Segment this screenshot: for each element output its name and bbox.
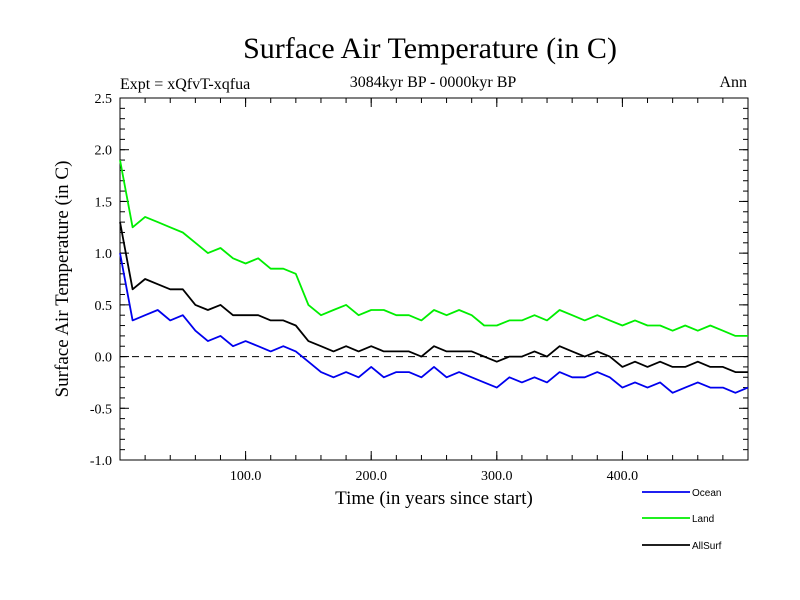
y-tick-label: 2.0 (95, 144, 113, 159)
chart-subtitle: 3084kyr BP - 0000kyr BP (350, 74, 517, 91)
axis-ticks: -1.0 -0.5 0.0 0.5 1.0 1.5 2.0 2.5 100.0 200.0 300.… (90, 92, 748, 484)
series-line-land (119, 159, 748, 337)
plot-frame (119, 97, 749, 461)
series-line-allsurf (119, 221, 748, 374)
legend-label-land: Land (692, 514, 714, 525)
experiment-label: Expt = xQfvT-xqfua (120, 76, 250, 93)
legend-label-allsurf: AllSurf (692, 541, 722, 552)
x-tick-label: 300.0 (481, 469, 513, 484)
series-layer (119, 159, 749, 394)
season-label: Ann (719, 74, 747, 91)
y-tick-label: 0.0 (95, 351, 113, 366)
legend: Ocean Land AllSurf (642, 488, 722, 552)
y-axis-label: Surface Air Temperature (in C) (52, 161, 73, 398)
y-tick-label: -0.5 (90, 402, 112, 417)
x-axis-label: Time (in years since start) (335, 488, 533, 509)
x-tick-label: 100.0 (230, 469, 262, 484)
x-tick-label: 200.0 (355, 469, 387, 484)
x-tick-label: 400.0 (607, 469, 639, 484)
legend-label-ocean: Ocean (692, 488, 721, 499)
y-tick-label: -1.0 (90, 454, 112, 469)
series-line-ocean (119, 252, 749, 394)
y-tick-label: 0.5 (95, 299, 113, 314)
chart-title: Surface Air Temperature (in C) (243, 32, 617, 65)
y-tick-label: 2.5 (95, 92, 113, 107)
y-tick-label: 1.5 (95, 195, 113, 210)
y-tick-label: 1.0 (95, 247, 113, 262)
